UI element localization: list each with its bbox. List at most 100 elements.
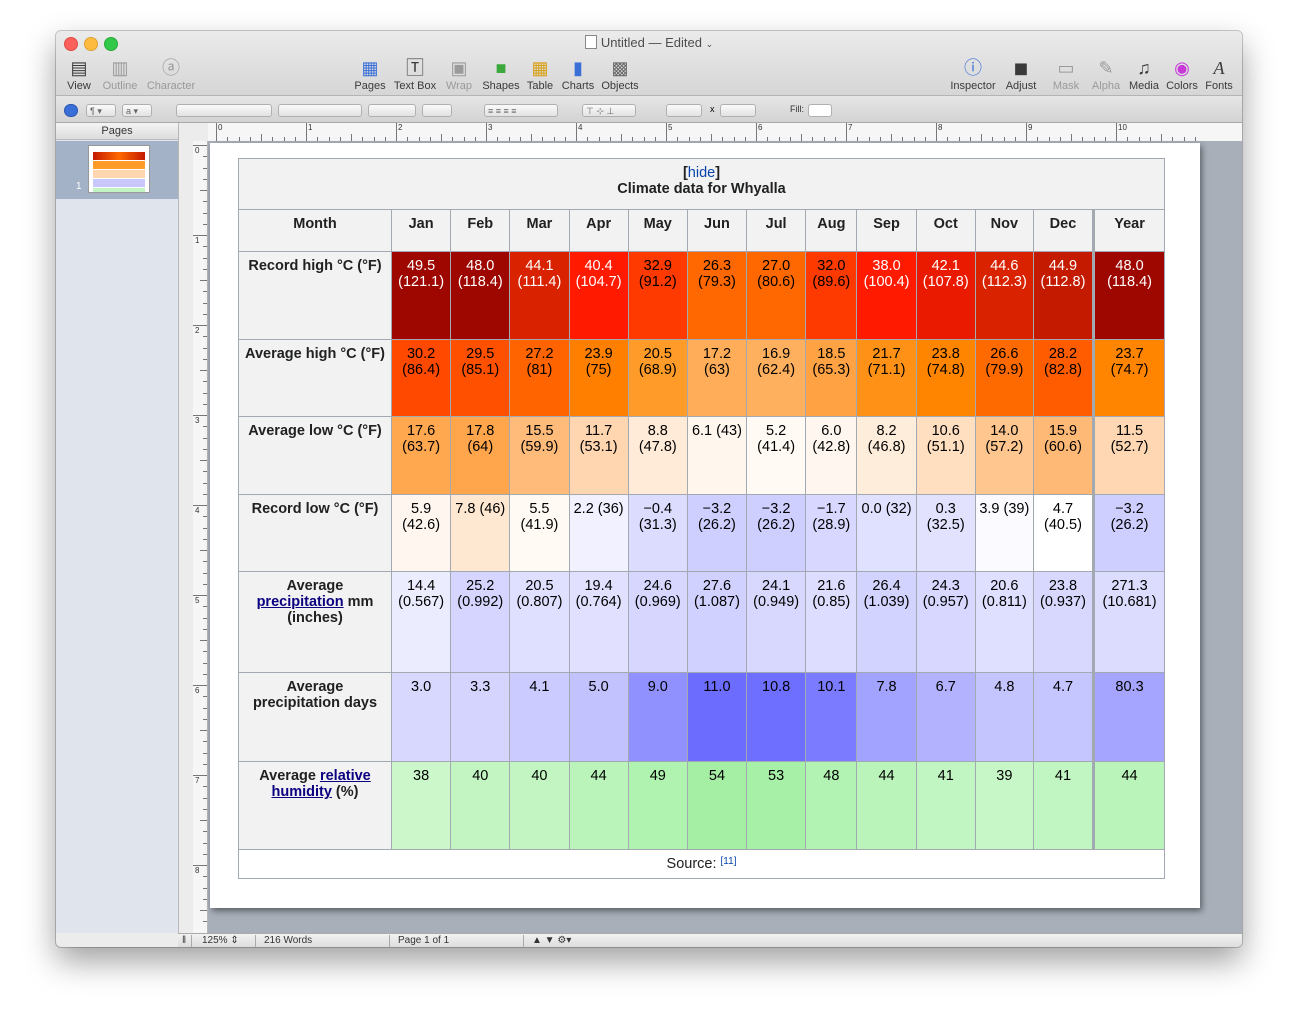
mask-button[interactable]: ▭ Mask bbox=[1048, 57, 1084, 92]
ruler-tick bbox=[203, 673, 207, 675]
close-button[interactable] bbox=[64, 37, 78, 51]
objects-icon: ▩ bbox=[611, 58, 629, 78]
ruler-tick bbox=[1082, 137, 1084, 141]
table-button[interactable]: ▦ Table bbox=[524, 57, 556, 92]
textbox-button[interactable]: 🅃 Text Box bbox=[392, 57, 438, 92]
hide-link[interactable]: hide bbox=[687, 165, 716, 181]
objects-button[interactable]: ▩ Objects bbox=[600, 57, 640, 92]
ruler-tick bbox=[384, 137, 386, 141]
ruler-tick bbox=[203, 291, 207, 293]
shapes-icon: ■ bbox=[495, 58, 507, 78]
paragraph-style-popup[interactable]: ¶ ▾ bbox=[86, 104, 116, 117]
ruler-tick bbox=[272, 137, 274, 141]
row-label: Record high °C (°F) bbox=[238, 251, 392, 340]
chevron-down-icon[interactable]: ⌄ bbox=[705, 39, 714, 49]
charts-label: Charts bbox=[561, 80, 595, 92]
row-label: Average precipitation mm (inches) bbox=[238, 571, 392, 673]
table-cell: 53 bbox=[746, 761, 807, 850]
table-cell: 20.5 (68.9) bbox=[627, 339, 688, 417]
ruler-tick bbox=[1037, 137, 1039, 141]
character-button[interactable]: ⓐ Character bbox=[146, 57, 196, 92]
alpha-label: Alpha bbox=[1091, 80, 1121, 92]
character-style-popup[interactable]: a ▾ bbox=[122, 104, 152, 117]
row-label-text: mm (inches) bbox=[287, 594, 374, 626]
month-header-jan: Jan bbox=[390, 209, 452, 252]
document-page[interactable]: [hide] Climate data for Whyalla Month Jan… bbox=[210, 143, 1200, 908]
ruler-tick bbox=[936, 123, 937, 141]
page-thumbnail[interactable] bbox=[88, 145, 150, 193]
row-label-text: Average bbox=[259, 768, 320, 784]
ruler-top-number: 7 bbox=[848, 123, 853, 132]
view-button[interactable]: ▤ View bbox=[64, 57, 94, 92]
ruler-tick bbox=[834, 137, 836, 141]
textbox-icon: 🅃 bbox=[406, 58, 424, 78]
mask-icon: ▭ bbox=[1057, 58, 1075, 78]
paragraph-styles-icon[interactable] bbox=[64, 104, 78, 117]
sidebar-toggle-icon[interactable]: ‖ bbox=[178, 935, 192, 947]
month-header-sep: Sep bbox=[856, 209, 917, 252]
ruler-tick bbox=[193, 325, 207, 326]
ruler-tick bbox=[396, 123, 397, 141]
ruler-tick bbox=[317, 137, 319, 141]
thumbnail-row-red bbox=[93, 152, 145, 160]
ruler-tick bbox=[227, 137, 229, 141]
table-cell: 29.5 (85.1) bbox=[450, 339, 511, 417]
alpha-button[interactable]: ✎ Alpha bbox=[1088, 57, 1124, 92]
shapes-label: Shapes bbox=[482, 80, 520, 92]
ruler-left-number: 7 bbox=[195, 776, 200, 785]
vertical-alignment-buttons[interactable]: ⊤ ⊹ ⊥ bbox=[582, 104, 636, 117]
ruler-tick bbox=[203, 336, 207, 338]
adjust-button[interactable]: ◼ Adjust bbox=[1002, 57, 1040, 92]
inspector-button[interactable]: ⓘ Inspector bbox=[948, 57, 998, 92]
fill-color-well[interactable] bbox=[808, 104, 832, 117]
zoom-button[interactable] bbox=[104, 37, 118, 51]
minimize-button[interactable] bbox=[84, 37, 98, 51]
month-header-jun: Jun bbox=[686, 209, 748, 252]
ruler-tick bbox=[1127, 137, 1129, 141]
table-icon: ▦ bbox=[531, 58, 549, 78]
ruler-tick bbox=[576, 123, 577, 141]
width-field[interactable] bbox=[666, 104, 702, 117]
outline-label: Outline bbox=[102, 80, 138, 92]
row-label-link[interactable]: relative humidity bbox=[271, 768, 371, 800]
charts-button[interactable]: ▮ Charts bbox=[560, 57, 596, 92]
shapes-button[interactable]: ■ Shapes bbox=[480, 57, 522, 92]
row-label-link[interactable]: precipitation bbox=[256, 594, 344, 610]
ruler-tick bbox=[1014, 137, 1016, 141]
horizontal-ruler[interactable]: 0 1 2 3 4 5 6 7 8 9 10 bbox=[208, 123, 1242, 142]
ruler-left-number: 0 bbox=[195, 146, 200, 155]
page-thumbnail-selected[interactable]: 1 bbox=[56, 141, 178, 199]
month-header-oct: Oct bbox=[915, 209, 976, 252]
ruler-tick bbox=[632, 137, 634, 141]
table-cell: 8.8 (47.8) bbox=[627, 416, 688, 495]
wrap-button[interactable]: ▣ Wrap bbox=[444, 57, 474, 92]
ruler-tick bbox=[203, 842, 207, 844]
height-field[interactable] bbox=[720, 104, 756, 117]
ruler-tick bbox=[1172, 137, 1174, 141]
zoom-popup[interactable]: 125% ⇕ bbox=[194, 935, 256, 947]
table-row: Average precipitation mm (inches) 14.4 (0… bbox=[238, 571, 1165, 673]
ruler-tick bbox=[328, 137, 330, 141]
ruler-tick bbox=[200, 280, 207, 281]
source-cell: Source: [11] bbox=[238, 849, 1165, 879]
table-cell: 48.0 (118.4) bbox=[450, 251, 511, 340]
ruler-tick bbox=[203, 606, 207, 608]
media-button[interactable]: ♫ Media bbox=[1126, 57, 1162, 92]
outline-button[interactable]: ▥ Outline bbox=[100, 57, 140, 92]
source-reference-link[interactable]: [11] bbox=[720, 856, 737, 867]
alignment-buttons[interactable]: ≡ ≡ ≡ ≡ bbox=[484, 104, 558, 117]
ruler-tick bbox=[598, 137, 600, 141]
ruler-tick bbox=[203, 212, 207, 214]
page-navigation[interactable]: ▲ ▼ ⚙▾ bbox=[532, 935, 572, 946]
font-size-field[interactable] bbox=[368, 104, 416, 117]
font-family-popup[interactable] bbox=[176, 104, 272, 117]
colors-button[interactable]: ◉ Colors bbox=[1164, 57, 1200, 92]
text-color-well[interactable] bbox=[422, 104, 452, 117]
vertical-ruler[interactable]: 0 1 2 3 4 5 6 7 8 bbox=[193, 141, 208, 945]
table-header-row: Month Jan Feb Mar Apr May Jun Jul Aug Sep Oct Nov D… bbox=[238, 209, 1165, 252]
font-typeface-popup[interactable] bbox=[278, 104, 362, 117]
table-caption: [hide] Climate data for Whyalla bbox=[238, 158, 1165, 210]
adjust-icon: ◼ bbox=[1013, 58, 1029, 78]
pages-button[interactable]: ▦ Pages bbox=[354, 57, 386, 92]
fonts-button[interactable]: A Fonts bbox=[1202, 57, 1236, 92]
